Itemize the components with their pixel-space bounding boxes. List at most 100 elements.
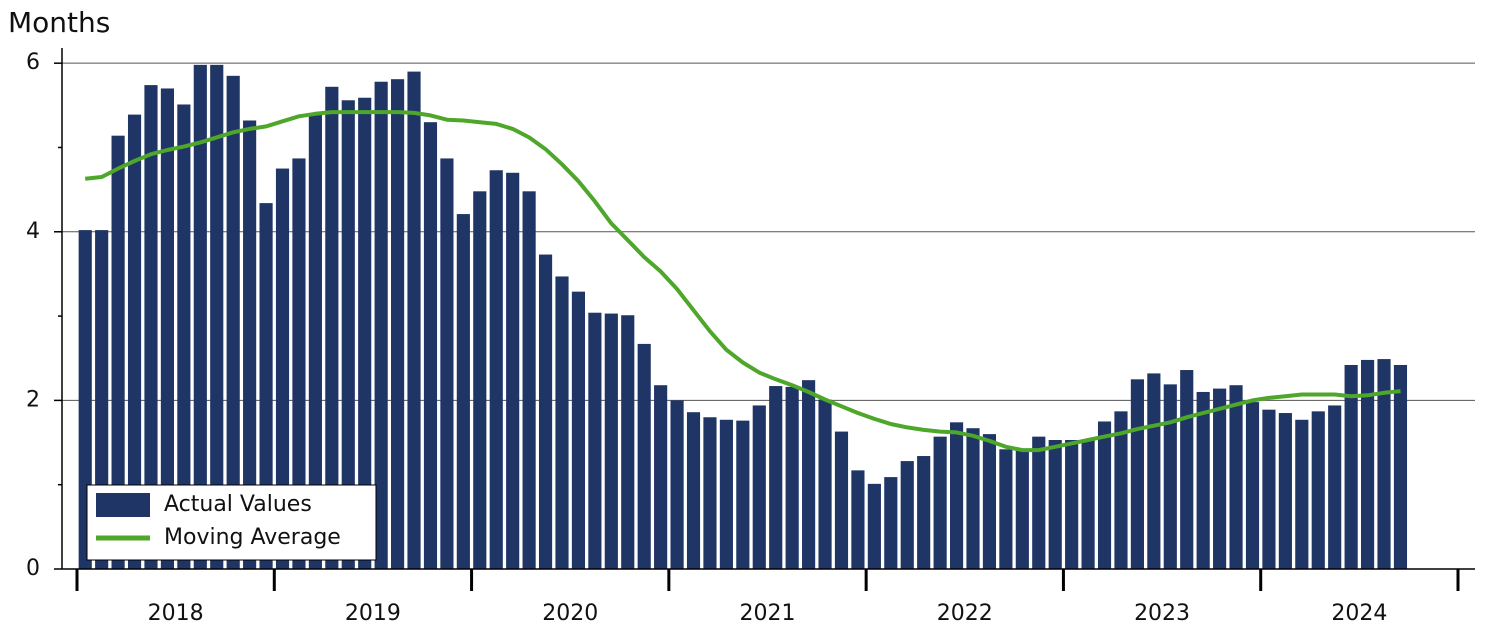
bar [588,312,602,569]
bar [637,343,651,569]
bar [308,114,322,569]
bar [1295,419,1309,569]
bar [95,230,109,569]
bar [769,386,783,569]
bar [177,104,191,569]
x-tick-label: 2019 [345,601,401,626]
bar [374,81,388,569]
bar [1163,384,1177,569]
bar [802,380,816,569]
bar [884,477,898,569]
bar [999,449,1013,569]
bar [1097,421,1112,569]
bar [1147,373,1161,569]
y-tick-label: 0 [26,556,40,581]
bar [160,88,174,570]
bar [736,420,750,569]
bar [407,71,421,570]
x-tick-label: 2021 [740,601,796,626]
bar [144,85,158,570]
legend: Actual Values Moving Average [86,484,377,561]
bar [538,254,553,570]
x-tick-label: 2018 [148,601,204,626]
y-tick-label: 2 [26,387,40,412]
bar [604,313,618,569]
bar [193,64,207,569]
bar [292,158,306,569]
bar [506,172,520,569]
bar [1344,364,1358,569]
x-tick-label: 2023 [1134,601,1190,626]
bar [949,422,964,569]
legend-label: Actual Values [164,492,312,517]
bar [654,385,668,569]
bar [670,400,684,569]
bar [1196,391,1210,569]
bar [423,122,438,569]
legend-label: Moving Average [164,525,341,550]
bar [621,315,635,569]
y-tick-label: 4 [26,219,40,244]
bar [127,114,142,569]
bar [703,417,717,569]
x-tick-label: 2022 [937,601,993,626]
bar [1114,411,1128,569]
bar [555,276,569,569]
bar [1213,388,1227,569]
bar [1180,370,1194,569]
bar [275,168,290,569]
bar [1245,402,1260,569]
bar [1065,440,1079,569]
bar [210,64,224,569]
x-tick-label: 2024 [1331,601,1387,626]
bar [1048,440,1062,569]
bar [522,191,536,570]
bar [785,386,799,569]
bar [1130,379,1144,569]
bar [1081,440,1095,569]
bar [1377,359,1391,569]
bar [440,158,454,569]
bar [473,191,487,570]
bar [1311,411,1325,569]
bar [1361,359,1375,569]
bar [834,431,849,569]
bar [719,419,733,569]
bar [818,399,832,569]
bar [358,97,372,570]
bar [456,214,470,569]
y-axis-title: Months [8,6,110,39]
bar [571,291,586,569]
bar [391,79,405,569]
bar [1278,413,1292,569]
bar [1328,405,1342,569]
bar [982,434,997,569]
x-tick-label: 2020 [542,601,598,626]
bar [489,170,503,570]
bar [917,456,931,569]
bar [1262,409,1276,569]
line [84,110,1401,453]
bar [1229,385,1243,569]
bar [111,135,125,569]
legend-swatch [96,493,150,517]
bar [851,470,865,569]
bar [1393,364,1408,569]
bar [1015,449,1029,569]
bar [1032,436,1046,569]
bar [78,230,92,569]
bar [226,75,240,570]
bar [325,86,339,569]
bar [243,120,257,569]
bar [900,461,914,569]
bar [686,412,701,569]
bar [752,405,766,569]
bar [933,436,947,569]
bar [259,203,273,569]
bar [966,428,980,569]
bar [341,100,355,569]
y-tick-label: 6 [26,50,40,75]
bar [867,483,881,569]
